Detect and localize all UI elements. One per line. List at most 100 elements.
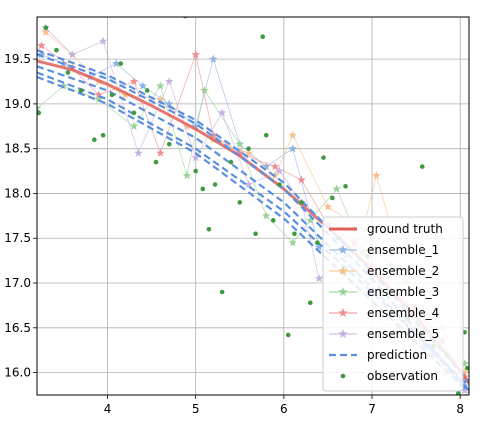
observation-point-4: [78, 88, 84, 93]
ensemble-4-point-2: [94, 90, 103, 99]
observation-point-29: [299, 200, 304, 205]
legend-label-ground-truth: ground truth: [367, 222, 443, 236]
observation-point-44: [456, 390, 461, 395]
observation-point-2: [54, 47, 59, 53]
ensemble-3-point-7: [235, 139, 245, 148]
ensemble-1-point-6: [191, 121, 200, 130]
y-tick-label-3: 17.5: [4, 231, 31, 245]
observation-point-12: [166, 141, 172, 147]
ensemble-3-point-11: [332, 184, 341, 193]
ensemble-5-point-2: [98, 36, 108, 45]
observation-point-27: [285, 332, 291, 338]
ensemble-3-point-3: [129, 121, 139, 130]
y-tick-label-4: 18.0: [4, 186, 31, 200]
ensemble-5-point-8: [275, 166, 284, 175]
legend-label-ensemble-2: ensemble_2: [367, 264, 439, 278]
ensemble-3-point-15: [460, 359, 469, 368]
ensemble-3-point-1: [59, 81, 68, 90]
ensemble-2-point-7: [244, 148, 253, 157]
ensemble-3-point-6: [200, 86, 209, 95]
observation-point-41: [419, 164, 425, 169]
ensemble-2-point-10: [323, 202, 333, 211]
y-tick-label-7: 19.5: [4, 52, 31, 66]
observation-point-32: [321, 155, 326, 160]
y-tick-label-5: 18.5: [4, 142, 31, 156]
ensemble-3-point-8: [261, 211, 271, 220]
legend: ground truth ensemble_1 ensemble_2 ensemble…: [322, 216, 464, 392]
ensemble-4-point-6: [209, 130, 218, 139]
legend-marker-ensemble-1: [338, 245, 348, 254]
observation-point-35: [343, 183, 348, 189]
ensemble-2-point-3: [120, 90, 130, 99]
ensemble-5-point-10: [314, 274, 324, 283]
grid: [37, 17, 469, 395]
legend-swatch-observation: [340, 373, 346, 379]
observation-point-25: [270, 218, 276, 223]
ensemble-4-point-8: [270, 162, 280, 171]
ensemble-5-point-1: [68, 50, 77, 59]
observation-point-21: [246, 146, 251, 151]
ensemble-1-point-11: [314, 242, 324, 251]
ensemble-1-point-5: [165, 99, 174, 108]
observation-point-14: [193, 168, 198, 174]
observation-point-18: [219, 289, 225, 295]
observation-point-23: [260, 34, 265, 40]
ensemble-3-point-4: [156, 81, 165, 90]
ensemble-2-point-4: [156, 94, 165, 103]
observation-point-20: [237, 200, 243, 205]
observation-point-5: [92, 137, 97, 143]
ensemble-4-point-0: [37, 41, 46, 50]
ensemble-4-point-9: [297, 175, 306, 184]
x-tick-label-0: 4: [104, 402, 112, 416]
ensemble-5-point-3: [134, 148, 143, 157]
legend-label-ensemble-5: ensemble_5: [367, 327, 439, 341]
ensemble-2-point-9: [288, 130, 297, 139]
legend-box: [322, 216, 464, 392]
observation-point-10: [144, 88, 150, 93]
y-tick-label-6: 19.0: [4, 97, 31, 111]
observation-point-46: [464, 365, 469, 371]
observation-point-11: [153, 159, 159, 165]
ensemble-2-point-15: [460, 368, 469, 377]
legend-marker-ensemble-4: [338, 308, 348, 317]
ensemble-3-point-0: [37, 103, 42, 112]
observation-point-0: [37, 110, 42, 116]
ensemble-2-point-12: [372, 171, 381, 180]
observation-point-24: [263, 132, 269, 138]
ensemble-1-point-4: [138, 81, 148, 90]
ensemble-3-point-9: [288, 238, 297, 247]
ensemble-1-point-9: [261, 162, 271, 171]
legend-marker-ensemble-5: [338, 329, 348, 338]
ensemble-4-point-3: [129, 77, 139, 86]
observation-point-22: [253, 231, 258, 237]
x-tick-label-3: 7: [368, 402, 376, 416]
observation-point-8: [118, 61, 124, 66]
observation-point-6: [100, 132, 106, 138]
legend-marker-ensemble-2: [338, 266, 348, 275]
observation-point-19: [228, 159, 234, 165]
observation-point-30: [308, 300, 313, 306]
legend-label-ensemble-3: ensemble_3: [367, 285, 439, 299]
ensemble-4-point-4: [156, 148, 165, 157]
observation-point-1: [43, 25, 49, 31]
ensemble-3-point-2: [94, 94, 103, 103]
plot-frame: [36, 16, 470, 396]
ensemble-2-point-0: [41, 27, 51, 36]
ensemble-4-point-5: [191, 50, 200, 59]
observation-point-7: [109, 92, 115, 98]
ensemble-1-point-3: [112, 59, 121, 68]
observation-point-15: [200, 186, 206, 192]
ensemble-5-point-5: [191, 153, 200, 162]
y-tick-label-2: 17.0: [4, 276, 31, 290]
observation-point-17: [212, 182, 218, 187]
ensemble-5-point-15: [460, 386, 469, 395]
legend-label-prediction: prediction: [367, 348, 427, 362]
x-tick-label-2: 6: [280, 402, 288, 416]
observation-point-28: [292, 231, 297, 237]
legend-marker-ensemble-3: [338, 287, 348, 296]
observation-point-33: [330, 195, 335, 201]
x-tick-label-4: 8: [456, 402, 464, 416]
legend-label-ensemble-1: ensemble_1: [367, 243, 439, 257]
legend-label-ensemble-4: ensemble_4: [367, 306, 439, 320]
